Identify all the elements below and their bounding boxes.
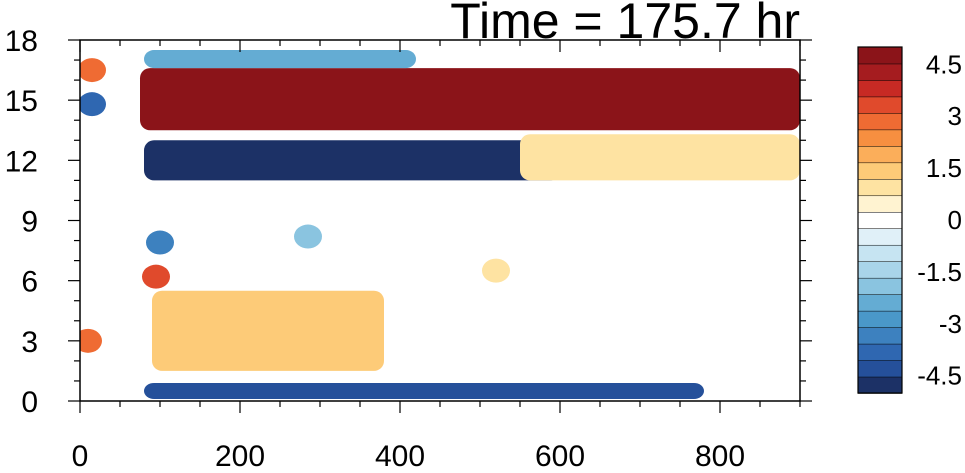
heatmap-feature-6 (80, 58, 106, 83)
colorbar-swatch (857, 211, 903, 229)
colorbar-swatch (857, 96, 903, 114)
x-tick-label: 600 (535, 440, 585, 473)
y-tick-label: 15 (5, 85, 38, 118)
axis-ticks (68, 39, 812, 413)
colorbar-swatch (857, 277, 903, 295)
colorbar-swatch (857, 79, 903, 98)
colorbar-frame (857, 46, 903, 394)
y-tick-label: 18 (5, 25, 38, 58)
colorbar-swatch (857, 178, 903, 197)
colorbar: 4.5 3 1.5 0 -1.5 -3 -4.5 (857, 46, 962, 394)
colorbar-swatch (857, 129, 903, 147)
x-axis-tick-labels: 0 200 400 600 800 (72, 440, 745, 473)
y-tick-label: 6 (21, 266, 38, 299)
colorbar-label: 1.5 (926, 153, 962, 183)
heatmap-feature-0 (140, 68, 800, 131)
y-axis-tick-labels: 0 3 6 9 12 15 18 (5, 25, 38, 419)
heatmap-feature-5 (152, 290, 384, 371)
colorbar-swatch (857, 46, 903, 65)
colorbar-swatch (857, 326, 903, 345)
heatmap-feature-8 (80, 328, 102, 353)
heatmap-feature-3 (144, 50, 416, 69)
colorbar-label: 0 (948, 205, 962, 235)
colorbar-label: 3 (948, 101, 962, 131)
heatmap-feature-2 (144, 382, 704, 399)
x-tick-label: 800 (695, 440, 745, 473)
colorbar-label: 4.5 (926, 49, 962, 79)
colorbar-swatch (857, 293, 903, 312)
colorbar-swatch (857, 63, 903, 81)
colorbar-swatch (857, 227, 903, 246)
colorbar-swatch (857, 376, 903, 394)
heatmap-feature-12 (482, 258, 510, 283)
chart-title: Time = 175.7 hr (450, 0, 800, 49)
x-tick-label: 400 (375, 440, 425, 473)
colorbar-label: -3 (939, 309, 962, 339)
y-tick-label: 3 (21, 326, 38, 359)
colorbar-swatch (857, 145, 903, 164)
colorbar-swatch (857, 359, 903, 378)
heatmap-feature-7 (80, 92, 106, 117)
heatmap-feature-10 (146, 230, 174, 255)
colorbar-swatch (857, 244, 903, 262)
colorbar-swatch (857, 112, 903, 131)
heatmap-feature-4 (520, 134, 800, 181)
colorbar-swatch (857, 195, 903, 213)
title-background (375, 0, 805, 40)
colorbar-swatch (857, 343, 903, 361)
colorbar-label: -1.5 (917, 257, 962, 287)
x-tick-label: 0 (72, 440, 89, 473)
y-tick-label: 12 (5, 145, 38, 178)
heatmap-feature-11 (142, 264, 170, 289)
heatmap-feature-1 (144, 140, 560, 181)
heatmap-field (80, 50, 800, 399)
heatmap-feature-9 (294, 224, 322, 249)
colorbar-label: -4.5 (917, 361, 962, 391)
colorbar-swatch (857, 162, 903, 180)
y-tick-label: 9 (21, 206, 38, 239)
x-tick-label: 200 (215, 440, 265, 473)
colorbar-swatch (857, 260, 903, 279)
plot-area (80, 40, 800, 401)
colorbar-swatch (857, 310, 903, 328)
y-tick-label: 0 (21, 386, 38, 419)
